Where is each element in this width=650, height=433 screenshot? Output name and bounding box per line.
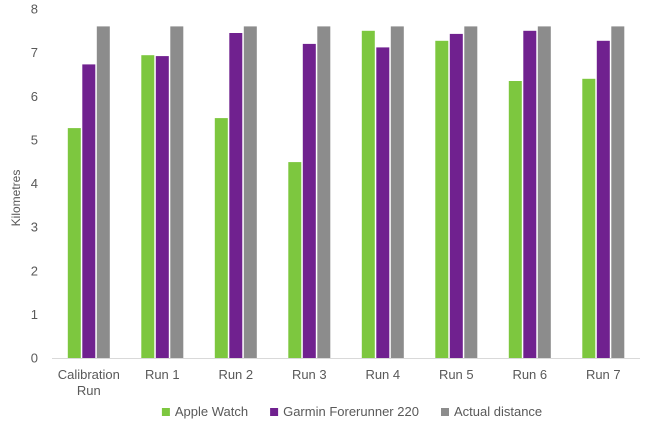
bar-garmin-forerunner-220 bbox=[82, 64, 96, 359]
bar-garmin-forerunner-220 bbox=[523, 30, 537, 359]
y-tick-label: 4 bbox=[31, 176, 38, 191]
x-category-label-line: Run 1 bbox=[145, 367, 180, 382]
x-axis-labels: Calibration Run Run 1 Run 2 Run 3 Run 4 Run 5 R… bbox=[58, 367, 621, 398]
x-category-label-line: Run 7 bbox=[586, 367, 621, 382]
y-tick-label: 5 bbox=[31, 132, 38, 147]
bar-garmin-forerunner-220 bbox=[376, 47, 390, 359]
legend-label: Actual distance bbox=[454, 404, 542, 419]
bar-actual-distance bbox=[611, 26, 625, 359]
x-category-label: Run 2 bbox=[218, 367, 253, 382]
bar-garmin-forerunner-220 bbox=[229, 33, 243, 358]
bar-garmin-forerunner-220 bbox=[596, 40, 610, 359]
bar-apple-watch bbox=[361, 30, 375, 359]
bar-apple-watch bbox=[288, 162, 302, 358]
bar-apple-watch bbox=[141, 55, 155, 358]
y-tick-label: 2 bbox=[31, 263, 38, 278]
bar-apple-watch bbox=[214, 118, 228, 358]
x-category-label-line: Run 3 bbox=[292, 367, 327, 382]
x-category-label: Run 1 bbox=[145, 367, 180, 382]
bar-garmin-forerunner-220 bbox=[302, 43, 316, 359]
y-tick-label: 1 bbox=[31, 307, 38, 322]
x-category-label: Run 7 bbox=[586, 367, 621, 382]
bar-actual-distance bbox=[537, 26, 551, 359]
x-category-label-line: Run bbox=[77, 383, 101, 398]
x-category-label: Run 6 bbox=[512, 367, 547, 382]
bar-apple-watch bbox=[435, 40, 449, 359]
bar-actual-distance bbox=[170, 26, 184, 359]
bar-actual-distance bbox=[317, 26, 331, 359]
x-category-label: Run 3 bbox=[292, 367, 327, 382]
bar-garmin-forerunner-220 bbox=[449, 33, 463, 359]
x-category-label: Run 5 bbox=[439, 367, 474, 382]
y-tick-label: 7 bbox=[31, 45, 38, 60]
x-category-label-line: Run 5 bbox=[439, 367, 474, 382]
x-category-label: Calibration Run bbox=[58, 367, 120, 398]
x-category-label-line: Calibration bbox=[58, 367, 120, 382]
y-tick-label: 6 bbox=[31, 89, 38, 104]
legend-swatch bbox=[161, 408, 170, 416]
bar-actual-distance bbox=[464, 26, 478, 359]
x-category-label: Run 4 bbox=[365, 367, 400, 382]
legend-swatch bbox=[441, 408, 449, 416]
legend-item: Actual distance bbox=[441, 404, 542, 419]
y-tick-label: 3 bbox=[31, 220, 38, 235]
bar-apple-watch bbox=[67, 128, 81, 358]
y-axis: 0 1 2 3 4 5 6 7 8 bbox=[31, 2, 38, 366]
bar-apple-watch bbox=[508, 81, 522, 358]
legend-label: Garmin Forerunner 220 bbox=[283, 404, 419, 419]
y-tick-label: 0 bbox=[31, 351, 38, 366]
y-axis-title: Kilometres bbox=[9, 170, 23, 227]
y-tick-label: 8 bbox=[31, 2, 38, 17]
legend: Apple Watch Garmin Forerunner 220 Actual d… bbox=[161, 404, 542, 419]
x-category-label-line: Run 2 bbox=[218, 367, 253, 382]
legend-item: Garmin Forerunner 220 bbox=[270, 404, 419, 419]
bars bbox=[67, 26, 625, 359]
bar-garmin-forerunner-220 bbox=[155, 56, 169, 358]
bar-actual-distance bbox=[390, 26, 404, 359]
bar-actual-distance bbox=[243, 26, 257, 359]
legend-swatch bbox=[270, 408, 279, 416]
legend-item: Apple Watch bbox=[161, 404, 248, 419]
x-category-label-line: Run 4 bbox=[365, 367, 400, 382]
bar-actual-distance bbox=[96, 26, 110, 359]
bar-apple-watch bbox=[582, 78, 596, 359]
x-category-label-line: Run 6 bbox=[512, 367, 547, 382]
legend-label: Apple Watch bbox=[175, 404, 248, 419]
